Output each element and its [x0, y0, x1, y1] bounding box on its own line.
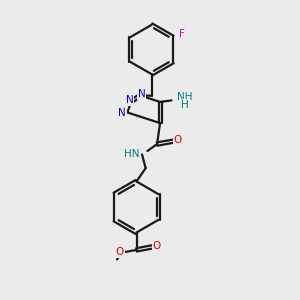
Text: O: O	[116, 247, 124, 257]
Text: N: N	[118, 107, 126, 118]
Text: F: F	[179, 28, 185, 39]
Text: O: O	[174, 136, 182, 146]
Text: O: O	[153, 241, 161, 251]
Text: HN: HN	[124, 149, 140, 159]
Text: NH: NH	[177, 92, 192, 102]
Text: H: H	[181, 100, 189, 110]
Text: N: N	[138, 89, 145, 99]
Text: N: N	[126, 95, 133, 105]
